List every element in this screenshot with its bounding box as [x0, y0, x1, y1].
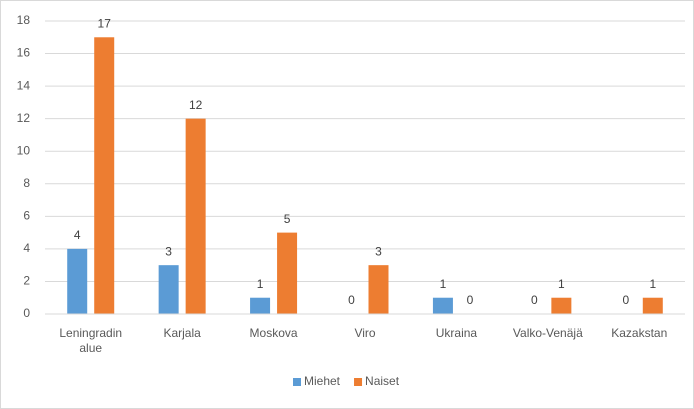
- bar: [185, 118, 206, 315]
- data-label: 0: [622, 293, 629, 307]
- data-label: 5: [284, 212, 291, 226]
- x-tick-label: Valko-Venäjä: [512, 326, 583, 340]
- bar: [277, 232, 298, 314]
- y-tick-label: 10: [17, 143, 31, 157]
- bar: [368, 265, 389, 314]
- x-tick-label: Ukraina: [435, 326, 478, 340]
- y-tick-label: 8: [23, 176, 30, 190]
- data-label: 0: [531, 293, 538, 307]
- x-tick-label: Viro: [354, 326, 376, 340]
- data-label: 3: [165, 244, 172, 258]
- data-label: 0: [348, 293, 355, 307]
- bar: [67, 248, 88, 314]
- x-tick-label: Karjala: [163, 326, 201, 340]
- y-tick-label: 12: [17, 111, 31, 125]
- bar: [551, 297, 572, 314]
- data-label: 1: [558, 277, 565, 291]
- data-label: 17: [98, 16, 112, 30]
- bar: [432, 297, 453, 314]
- y-tick-label: 0: [23, 306, 30, 320]
- x-tick-label: Moskova: [249, 326, 298, 340]
- data-label: 3: [375, 244, 382, 258]
- x-tick-label: Kazakstan: [611, 326, 668, 340]
- data-label: 0: [467, 293, 474, 307]
- y-tick-label: 6: [23, 209, 30, 223]
- legend-label: Miehet: [304, 374, 341, 388]
- bar: [158, 265, 179, 314]
- y-tick-label: 16: [17, 46, 31, 60]
- legend-swatch: [293, 378, 301, 386]
- bar: [250, 297, 271, 314]
- legend-swatch: [354, 378, 363, 386]
- y-tick-label: 2: [23, 274, 30, 288]
- y-tick-label: 4: [23, 241, 30, 255]
- data-label: 12: [189, 98, 203, 112]
- x-tick-label: Leningradin alue: [59, 326, 123, 355]
- legend-label: Naiset: [365, 374, 400, 388]
- data-label: 1: [649, 277, 656, 291]
- bar: [94, 37, 115, 315]
- y-tick-label: 14: [17, 78, 31, 92]
- data-label: 1: [257, 277, 264, 291]
- y-tick-label: 18: [17, 13, 31, 27]
- data-label: 4: [74, 228, 81, 242]
- bar: [642, 297, 663, 314]
- data-label: 1: [440, 277, 447, 291]
